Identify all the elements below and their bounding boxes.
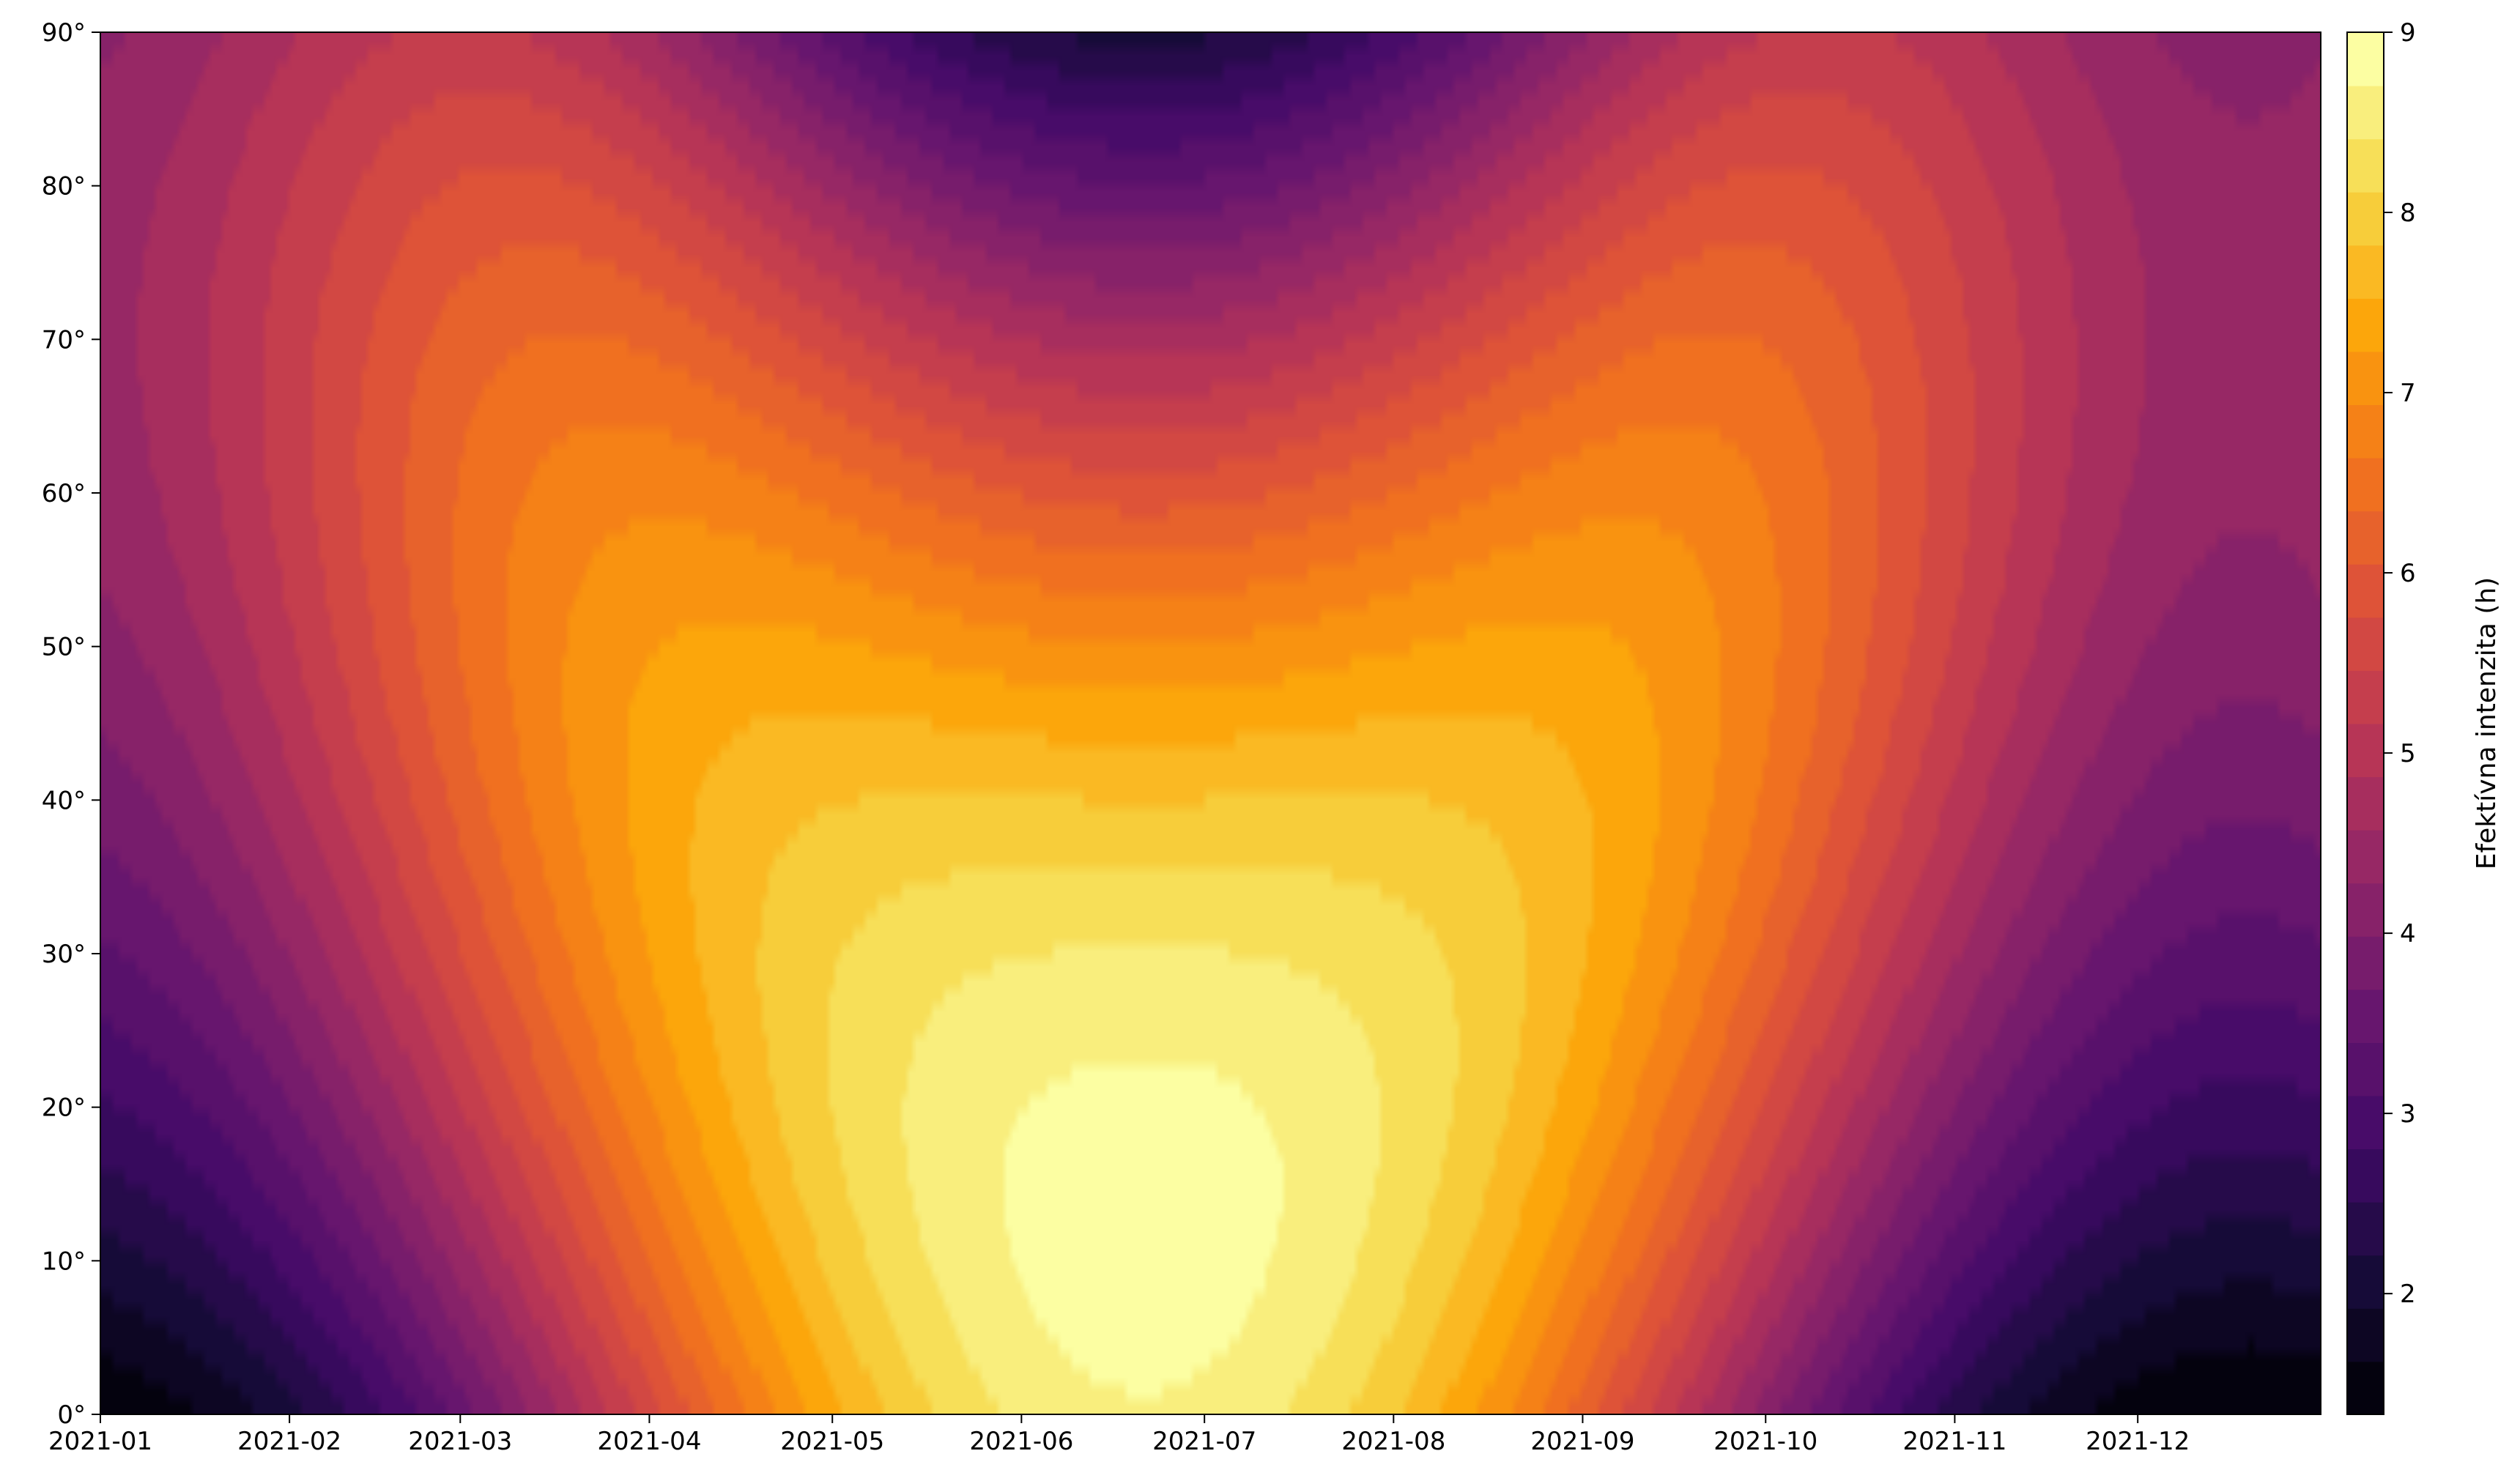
colorbar-swatch	[2347, 1201, 2384, 1256]
colorbar-swatch	[2347, 457, 2384, 512]
y-tick-label: 60°	[42, 479, 86, 508]
y-tick-label: 10°	[42, 1247, 86, 1276]
colorbar-swatch	[2347, 1095, 2384, 1150]
x-tick-label: 2021-05	[780, 1427, 884, 1456]
y-axis: 0° 10° 20° 30° 40° 50° 60° 70° 80° 90°	[42, 18, 100, 1430]
colorbar: 2 3 4 5 6 7 8 9 Efektívna intenzita (h)	[2346, 18, 2502, 1415]
colorbar-tick-label: 6	[2400, 559, 2416, 588]
x-tick-label: 2021-02	[237, 1427, 341, 1456]
colorbar-swatch	[2347, 245, 2384, 299]
plot-area	[100, 31, 2321, 1415]
colorbar-swatch	[2347, 191, 2384, 246]
colorbar-swatch	[2347, 1307, 2384, 1362]
y-tick-label: 40°	[42, 786, 86, 815]
y-tick-label: 80°	[42, 172, 86, 201]
colorbar-tick-label: 2	[2400, 1280, 2416, 1309]
x-tick-label: 2021-01	[48, 1427, 152, 1456]
colorbar-tick-label: 3	[2400, 1099, 2416, 1129]
colorbar-swatch	[2347, 1042, 2384, 1096]
y-tick-label: 70°	[42, 325, 86, 355]
colorbar-frame	[2346, 31, 2384, 1415]
colorbar-swatch	[2347, 883, 2384, 937]
colorbar-swatch	[2347, 138, 2384, 193]
plot-frame	[100, 31, 2321, 1415]
x-tick-label: 2021-08	[1341, 1427, 1445, 1456]
colorbar-swatch	[2347, 563, 2384, 618]
colorbar-swatch	[2347, 776, 2384, 831]
x-tick-label: 2021-07	[1152, 1427, 1256, 1456]
colorbar-tick-label: 8	[2400, 198, 2416, 228]
colorbar-swatch	[2347, 989, 2384, 1043]
x-tick-label: 2021-09	[1530, 1427, 1634, 1456]
colorbar-swatch	[2347, 351, 2384, 406]
y-tick-label: 50°	[42, 633, 86, 662]
y-tick-label: 30°	[42, 940, 86, 969]
colorbar-label: Efektívna intenzita (h)	[2472, 577, 2502, 869]
x-tick-label: 2021-10	[1713, 1427, 1817, 1456]
colorbar-tick-label: 4	[2400, 919, 2416, 949]
x-tick-label: 2021-06	[969, 1427, 1073, 1456]
colorbar-swatch	[2347, 85, 2384, 140]
x-tick-label: 2021-12	[2086, 1427, 2190, 1456]
colorbar-swatch	[2347, 723, 2384, 778]
colorbar-swatch	[2347, 297, 2384, 352]
x-axis: 2021-01 2021-02 2021-03 2021-04 2021-05 2021-…	[48, 1414, 2190, 1456]
colorbar-swatch	[2347, 1255, 2384, 1309]
colorbar-tick-label: 9	[2400, 18, 2416, 48]
colorbar-swatch	[2347, 1148, 2384, 1203]
colorbar-tick-label: 5	[2400, 739, 2416, 768]
y-tick-label: 90°	[42, 18, 86, 48]
colorbar-swatch	[2347, 404, 2384, 459]
y-tick-label: 0°	[57, 1400, 86, 1430]
colorbar-swatch	[2347, 617, 2384, 671]
colorbar-swatch	[2347, 935, 2384, 990]
colorbar-swatch	[2347, 32, 2384, 86]
y-tick-label: 20°	[42, 1094, 86, 1123]
x-tick-label: 2021-11	[1902, 1427, 2006, 1456]
colorbar-swatch	[2347, 829, 2384, 884]
contour-field	[100, 32, 2321, 1414]
colorbar-swatch	[2347, 1361, 2384, 1415]
x-tick-label: 2021-04	[597, 1427, 701, 1456]
colorbar-swatch	[2347, 511, 2384, 565]
x-tick-label: 2021-03	[408, 1427, 512, 1456]
colorbar-swatch	[2347, 669, 2384, 724]
colorbar-tick-label: 7	[2400, 379, 2416, 408]
